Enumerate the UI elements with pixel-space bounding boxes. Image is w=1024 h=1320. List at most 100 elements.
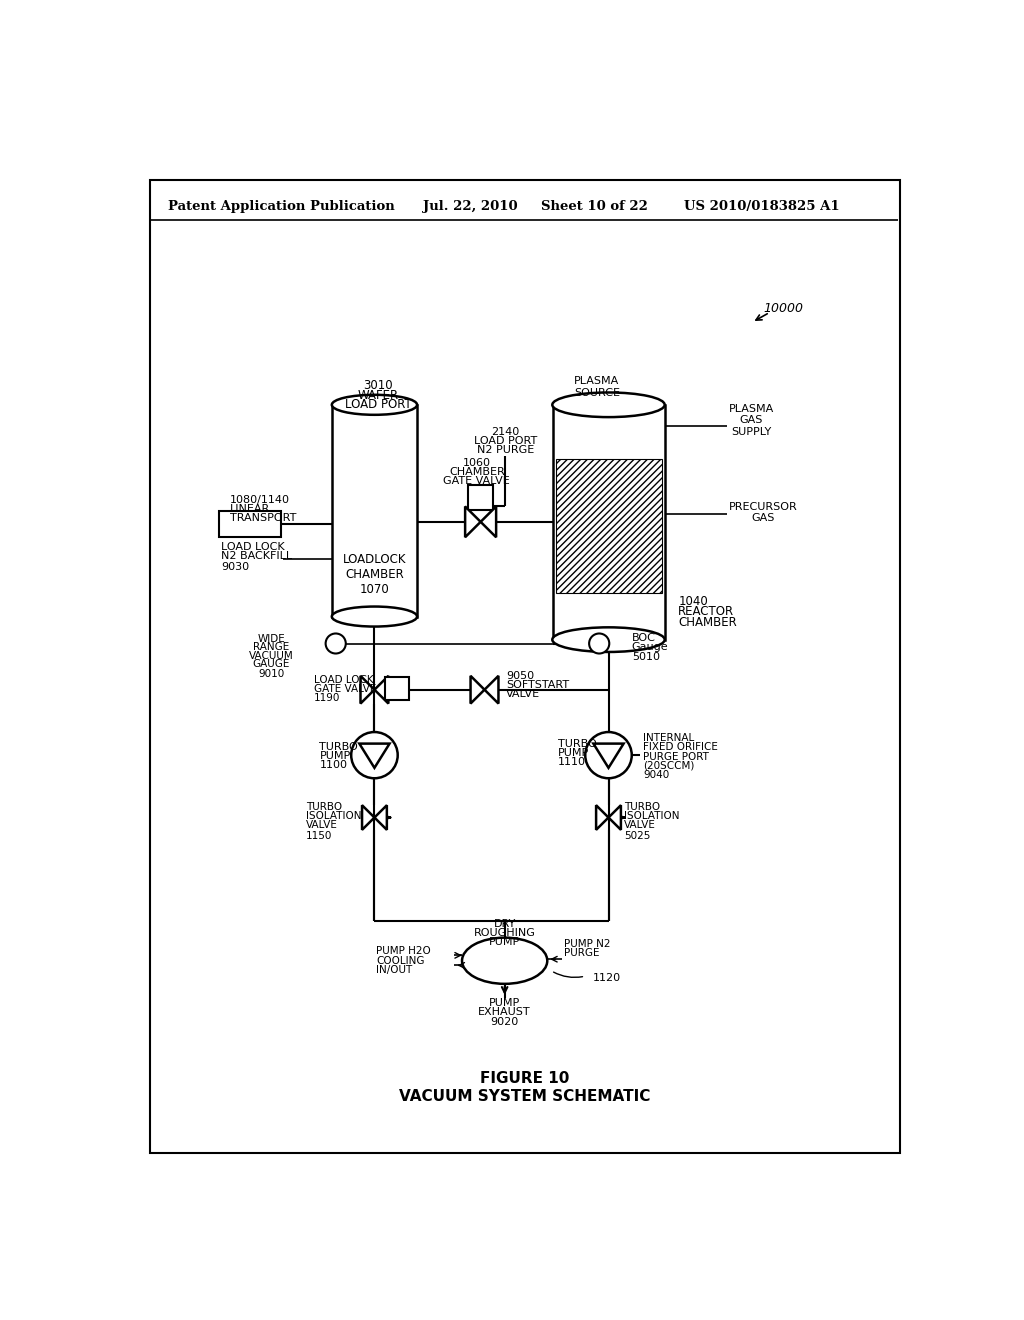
- Ellipse shape: [332, 607, 417, 627]
- Polygon shape: [608, 805, 621, 830]
- Text: 9030: 9030: [221, 561, 249, 572]
- Text: N2 BACKFILL: N2 BACKFILL: [221, 552, 292, 561]
- Text: PURGE PORT: PURGE PORT: [643, 751, 710, 762]
- Polygon shape: [484, 676, 499, 704]
- Text: 1150: 1150: [306, 832, 333, 841]
- Text: TRANSPORT: TRANSPORT: [230, 513, 297, 523]
- Text: VALVE: VALVE: [624, 820, 656, 830]
- Circle shape: [589, 634, 609, 653]
- Text: COOLING: COOLING: [376, 956, 425, 966]
- Text: LOAD PORT: LOAD PORT: [474, 436, 537, 446]
- Polygon shape: [375, 676, 388, 704]
- Text: LOAD PORT: LOAD PORT: [345, 399, 412, 412]
- Text: 1190: 1190: [314, 693, 340, 704]
- Text: WAFER: WAFER: [357, 389, 399, 403]
- Text: PURGE: PURGE: [564, 948, 600, 958]
- Bar: [556, 459, 662, 594]
- Text: PUMP: PUMP: [489, 998, 520, 1008]
- Polygon shape: [465, 507, 480, 537]
- Polygon shape: [596, 805, 608, 830]
- Bar: [332, 405, 417, 616]
- Text: PUMP: PUMP: [558, 748, 590, 758]
- Text: FIXED ORIFICE: FIXED ORIFICE: [643, 742, 718, 752]
- Text: EXHAUST: EXHAUST: [478, 1007, 531, 1018]
- Text: VACUUM SYSTEM SCHEMATIC: VACUUM SYSTEM SCHEMATIC: [399, 1089, 650, 1104]
- Polygon shape: [593, 743, 624, 768]
- Text: LINEAR: LINEAR: [230, 504, 270, 513]
- Text: TURBO: TURBO: [319, 742, 358, 751]
- Text: PLASMA
GAS
SUPPLY: PLASMA GAS SUPPLY: [729, 404, 774, 437]
- Text: 5010: 5010: [632, 652, 659, 661]
- Text: Sheet 10 of 22: Sheet 10 of 22: [541, 199, 648, 213]
- Text: LOAD LOCK: LOAD LOCK: [221, 543, 285, 552]
- Text: WIDE: WIDE: [257, 634, 286, 644]
- Text: Patent Application Publication: Patent Application Publication: [168, 199, 395, 213]
- Circle shape: [326, 634, 346, 653]
- Text: PUMP N2: PUMP N2: [564, 939, 611, 949]
- Bar: [385, 677, 409, 701]
- Text: RANGE: RANGE: [253, 643, 290, 652]
- Text: LOAD LOCK: LOAD LOCK: [314, 675, 374, 685]
- Text: 9010: 9010: [258, 668, 285, 678]
- Text: (20SCCM): (20SCCM): [643, 760, 694, 771]
- Circle shape: [351, 733, 397, 779]
- Ellipse shape: [552, 392, 665, 417]
- Text: 10000: 10000: [764, 302, 804, 315]
- Text: 1060: 1060: [463, 458, 490, 467]
- Circle shape: [586, 733, 632, 779]
- Ellipse shape: [552, 627, 665, 652]
- Polygon shape: [360, 676, 375, 704]
- Text: ISOLATION: ISOLATION: [306, 810, 361, 821]
- Text: CHAMBER: CHAMBER: [449, 467, 505, 477]
- Text: TURBO: TURBO: [306, 801, 342, 812]
- Text: PUMP: PUMP: [489, 937, 520, 948]
- Text: US 2010/0183825 A1: US 2010/0183825 A1: [684, 199, 840, 213]
- Text: VALVE: VALVE: [506, 689, 541, 700]
- Text: GAUGE: GAUGE: [253, 659, 290, 669]
- Text: PRECURSOR
GAS: PRECURSOR GAS: [729, 502, 798, 524]
- Text: LOADLOCK
CHAMBER
1070: LOADLOCK CHAMBER 1070: [343, 553, 407, 595]
- Text: 9020: 9020: [490, 1016, 519, 1027]
- Text: INTERNAL: INTERNAL: [643, 733, 694, 743]
- Bar: [219, 511, 282, 537]
- Text: 1080/1140: 1080/1140: [230, 495, 290, 504]
- Polygon shape: [375, 805, 387, 830]
- Text: VACUUM: VACUUM: [249, 651, 294, 661]
- Bar: [468, 484, 493, 510]
- Text: 1120: 1120: [593, 973, 622, 983]
- Text: 1100: 1100: [319, 760, 347, 770]
- Polygon shape: [359, 743, 389, 768]
- Bar: [553, 405, 665, 640]
- Text: Jul. 22, 2010: Jul. 22, 2010: [423, 199, 517, 213]
- Text: Gauge: Gauge: [632, 643, 669, 652]
- Text: TURBO: TURBO: [558, 739, 597, 748]
- Text: PUMP: PUMP: [319, 751, 350, 760]
- Text: IN/OUT: IN/OUT: [376, 965, 413, 975]
- Polygon shape: [362, 805, 375, 830]
- Text: 1110: 1110: [558, 758, 586, 767]
- Text: TURBO: TURBO: [624, 801, 660, 812]
- Text: 3010: 3010: [364, 379, 393, 392]
- Text: VALVE: VALVE: [306, 820, 338, 830]
- Text: ISOLATION: ISOLATION: [624, 810, 680, 821]
- Text: 1040: 1040: [678, 594, 708, 607]
- Text: 9040: 9040: [643, 770, 670, 780]
- Text: PUMP H2O: PUMP H2O: [376, 946, 431, 957]
- Polygon shape: [471, 676, 484, 704]
- Text: CHAMBER: CHAMBER: [678, 616, 737, 630]
- Ellipse shape: [332, 395, 417, 414]
- Polygon shape: [480, 507, 496, 537]
- Text: GATE VALVE: GATE VALVE: [314, 684, 377, 694]
- Text: PLASMA
SOURCE: PLASMA SOURCE: [573, 376, 620, 397]
- Text: BOC: BOC: [632, 634, 655, 643]
- Text: SOFTSTART: SOFTSTART: [506, 680, 569, 690]
- Text: REACTOR: REACTOR: [678, 606, 734, 619]
- Text: FIGURE 10: FIGURE 10: [480, 1071, 569, 1086]
- Ellipse shape: [462, 937, 547, 983]
- Text: DRY: DRY: [494, 919, 516, 929]
- Text: GATE VALVE: GATE VALVE: [443, 477, 510, 486]
- Text: 2140: 2140: [492, 426, 519, 437]
- Text: 9050: 9050: [506, 671, 535, 681]
- Text: 5025: 5025: [624, 832, 650, 841]
- Text: N2 PURGE: N2 PURGE: [477, 445, 535, 455]
